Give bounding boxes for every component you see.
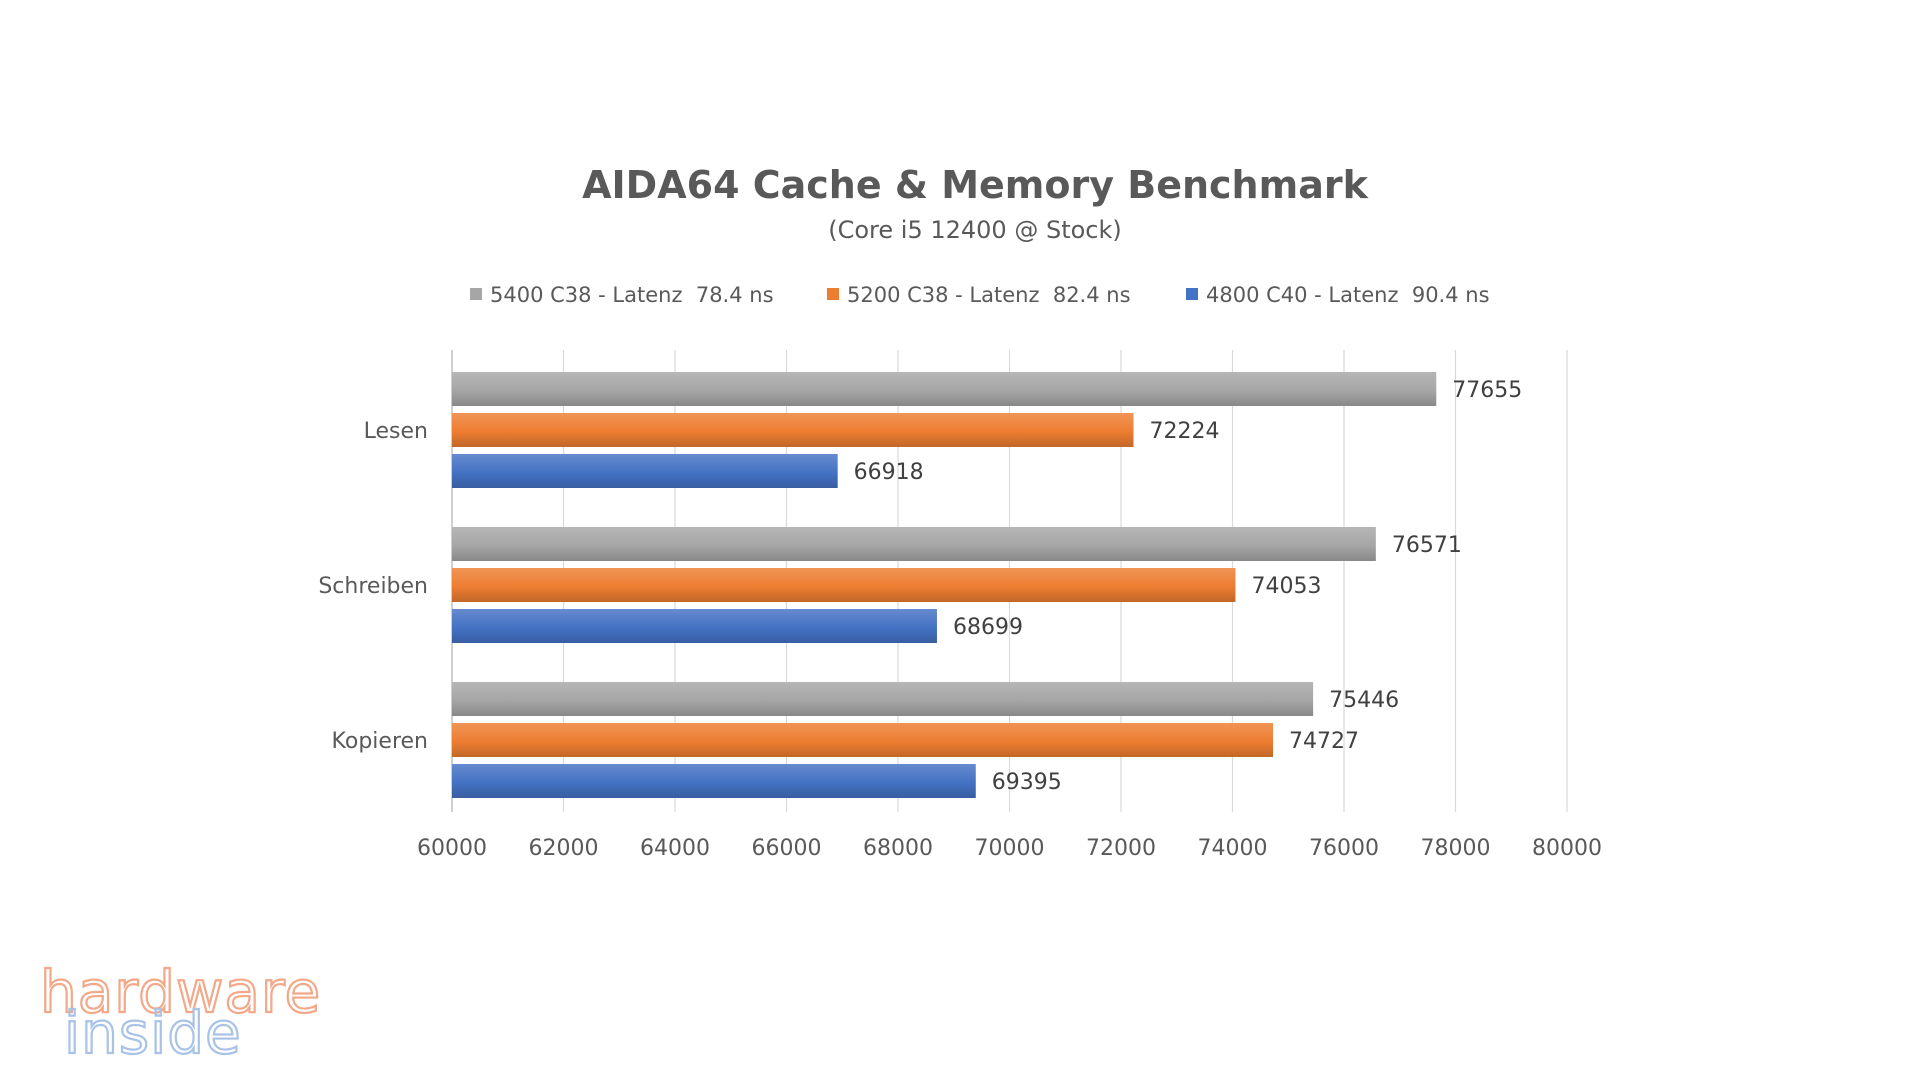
bar-kopieren-5400-c38: [452, 682, 1314, 716]
watermark-line-1: hardware: [40, 958, 321, 1026]
chart-title: AIDA64 Cache & Memory Benchmark: [582, 163, 1368, 207]
legend-swatch: [1186, 288, 1198, 300]
bar-lesen-5200-c38: [452, 413, 1134, 447]
legend-swatch: [827, 288, 839, 300]
x-axis-tick-labels: 60000 62000 64000 66000 68000 70000 72000 74000…: [417, 836, 1602, 861]
data-label: 75446: [1329, 688, 1399, 713]
data-label: 76571: [1392, 533, 1462, 558]
x-tick-label: 70000: [975, 836, 1045, 861]
x-tick-label: 64000: [640, 836, 710, 861]
bar-kopieren-4800-c40: [452, 764, 976, 798]
category-labels: Lesen Schreiben Kopieren: [318, 419, 428, 754]
category-label-kopieren: Kopieren: [332, 729, 428, 754]
bar-schreiben-5200-c38: [452, 568, 1236, 602]
data-label: 74053: [1251, 574, 1321, 599]
x-tick-label: 74000: [1198, 836, 1268, 861]
bar-schreiben-5400-c38: [452, 527, 1376, 561]
data-label: 66918: [854, 460, 924, 485]
legend-label: 4800 C40 - Latenz 90.4 ns: [1206, 283, 1490, 307]
bar-lesen-5400-c38: [452, 372, 1437, 406]
data-label: 77655: [1452, 378, 1522, 403]
data-label: 68699: [953, 615, 1023, 640]
x-tick-label: 78000: [1421, 836, 1491, 861]
data-label: 72224: [1149, 419, 1219, 444]
data-label: 74727: [1289, 729, 1359, 754]
bar-kopieren-5200-c38: [452, 723, 1274, 757]
legend-swatch: [470, 288, 482, 300]
bar-schreiben-4800-c40: [452, 609, 937, 643]
watermark-line-2: inside: [64, 999, 242, 1067]
bar-lesen-4800-c40: [452, 454, 838, 488]
x-tick-label: 76000: [1309, 836, 1379, 861]
category-label-lesen: Lesen: [364, 419, 428, 444]
legend: 5400 C38 - Latenz 78.4 ns 5200 C38 - Late…: [470, 283, 1490, 307]
bars: [452, 372, 1437, 798]
watermark-logo: hardware inside: [39, 957, 321, 1068]
x-tick-label: 60000: [417, 836, 487, 861]
legend-label: 5200 C38 - Latenz 82.4 ns: [847, 283, 1131, 307]
data-label: 69395: [992, 770, 1062, 795]
x-tick-label: 66000: [752, 836, 822, 861]
legend-label: 5400 C38 - Latenz 78.4 ns: [490, 283, 774, 307]
x-tick-label: 72000: [1086, 836, 1156, 861]
x-tick-label: 62000: [529, 836, 599, 861]
x-tick-label: 68000: [863, 836, 933, 861]
category-label-schreiben: Schreiben: [318, 574, 428, 599]
chart-subtitle: (Core i5 12400 @ Stock): [828, 216, 1122, 244]
x-tick-label: 80000: [1532, 836, 1602, 861]
data-labels: 77655 72224 66918 76571 74053 68699 75446 74727…: [854, 378, 1523, 795]
